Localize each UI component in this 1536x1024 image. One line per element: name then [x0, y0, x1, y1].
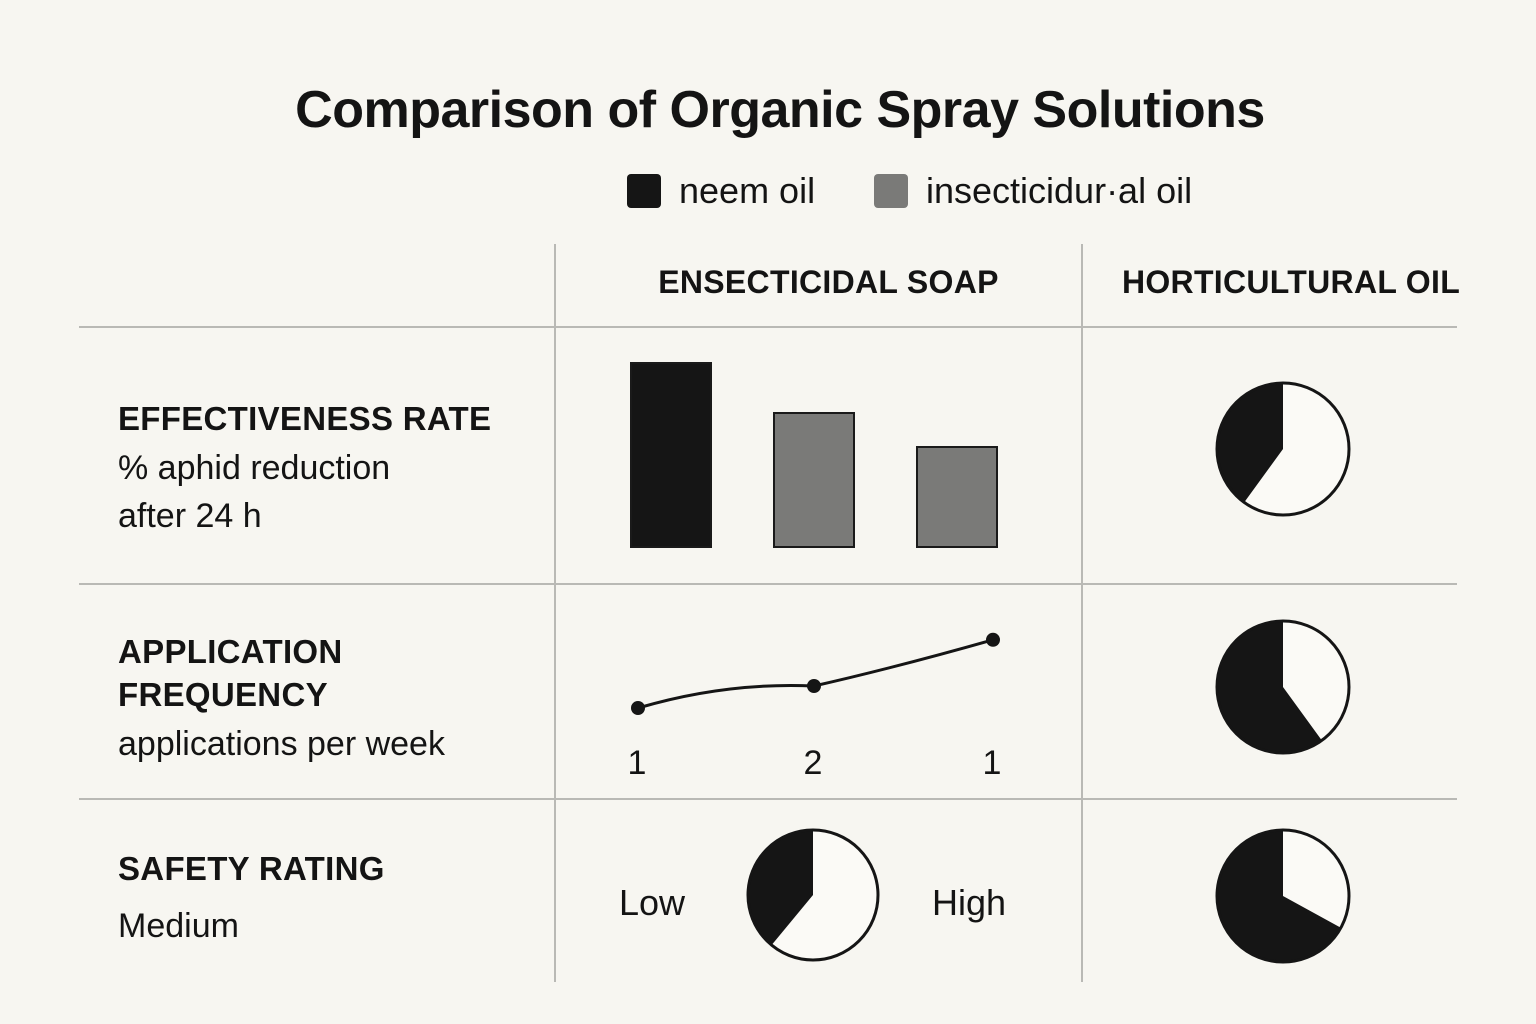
row-title-line-2: FREQUENCY: [118, 676, 328, 713]
row-safety-rating: SAFETY RATING Medium: [118, 847, 385, 950]
legend-item-insecticidal-oil: insecticidur·al oil: [874, 170, 1192, 212]
pie-outline: [1215, 619, 1351, 755]
pie-outline: [746, 828, 880, 962]
row-title-effectiveness-rate: EFFECTIVENESS RATE: [118, 400, 492, 437]
row-subtitle-applications-per-week: applications per week: [118, 725, 445, 763]
row-effectiveness-rate: EFFECTIVENESS RATE % aphid reduction aft…: [118, 397, 491, 540]
frequency-point-3: [986, 632, 1000, 647]
legend-swatch-insecticidal-oil: [874, 174, 908, 208]
pie-outline: [1215, 828, 1351, 964]
pie-filled-slice: [748, 830, 813, 946]
legend-item-neem-oil: neem oil: [627, 170, 815, 212]
frequency-point-1: [631, 701, 645, 715]
column-header-horticultural-oil: HORTICULTURAL OIL: [1121, 264, 1461, 300]
bar-neem-oil: [630, 362, 712, 548]
frequency-line: [637, 638, 994, 710]
x-tick-label-2: 2: [803, 744, 823, 782]
x-tick-label-1: 1: [627, 744, 647, 782]
row-subtitle-line-1: % aphid reduction: [118, 449, 391, 487]
row-title-safety-rating: SAFETY RATING: [118, 850, 385, 887]
chart-title: Comparison of Organic Spray Solutions: [295, 81, 1265, 139]
pie-filled-slice: [1217, 621, 1322, 753]
pie-horticultural-safety-rating: [1215, 828, 1351, 964]
grid-vertical-line-1: [554, 244, 556, 982]
frequency-point-2: [807, 679, 821, 693]
column-header-insecticidal-soap: ENSECTICIDAL SOAP: [658, 264, 999, 300]
grid-horizontal-line-2: [79, 583, 1457, 585]
row-subtitle-line-2: after 24 h: [118, 497, 262, 535]
bar-insecticidal-oil-2: [916, 445, 998, 548]
row-application-frequency: APPLICATION FREQUENCY applications per w…: [118, 630, 445, 768]
pie-filled-slice: [1217, 830, 1341, 962]
grid-vertical-line-2: [1081, 244, 1083, 982]
pie-soap-safety-rating: [746, 828, 880, 962]
legend-label-insecticidal-oil: insecticidur·al oil: [926, 170, 1193, 211]
x-tick-label-3: 1: [982, 744, 1002, 782]
safety-scale-low-label: Low: [619, 882, 686, 923]
legend-swatch-neem-oil: [627, 174, 661, 208]
pie-horticultural-effectiveness: [1215, 381, 1351, 517]
grid-horizontal-line-3: [79, 798, 1457, 800]
pie-filled-slice: [1217, 383, 1283, 503]
safety-scale-high-label: High: [932, 882, 1007, 923]
row-title-line-1: APPLICATION: [118, 633, 343, 670]
bar-insecticidal-oil-1: [773, 412, 855, 548]
legend-label-neem-oil: neem oil: [679, 170, 816, 211]
grid-horizontal-line-1: [79, 326, 1457, 328]
row-subtitle-medium: Medium: [118, 907, 239, 945]
pie-outline: [1215, 381, 1351, 517]
pie-horticultural-frequency: [1215, 619, 1351, 755]
